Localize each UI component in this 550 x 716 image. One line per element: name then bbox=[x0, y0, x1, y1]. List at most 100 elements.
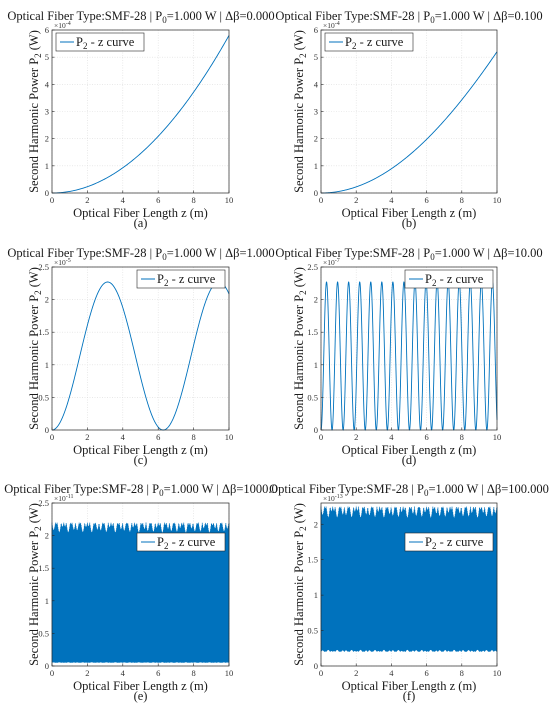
legend: P2 - z curve bbox=[404, 269, 494, 289]
x-tick-label: 10 bbox=[225, 195, 234, 205]
y-tick-label: 1.5 bbox=[38, 327, 49, 337]
y-axis-label: Second Harmonic Power P2 (W) bbox=[292, 503, 308, 666]
legend-label-subscript: 2 bbox=[164, 278, 169, 288]
legend-box bbox=[136, 269, 226, 289]
y-axis-multiplier: ×10-13 bbox=[323, 494, 343, 503]
chart-title: Optical Fiber Type:SMF-28 | P0=1.000 W |… bbox=[7, 246, 274, 262]
x-tick-label: 8 bbox=[460, 668, 464, 678]
x-axis-label-text: Optical Fiber Length z (m) bbox=[73, 443, 208, 457]
title-text-tail: =1.000 W | Δβ=10.00 bbox=[435, 246, 543, 260]
legend-box bbox=[55, 32, 145, 52]
chart-title: Optical Fiber Type:SMF-28 | P0=1.000 W |… bbox=[269, 482, 549, 498]
panel-caption: (b) bbox=[402, 216, 417, 230]
legend-label-tail: - z curve bbox=[436, 272, 483, 286]
y-tick-label: 5 bbox=[314, 52, 318, 62]
y-tick-label: 2.5 bbox=[38, 262, 49, 272]
x-tick-label: 0 bbox=[319, 195, 323, 205]
x-tick-label: 8 bbox=[460, 195, 464, 205]
multiplier-exponent: -13 bbox=[335, 494, 343, 500]
y-tick-label: 0 bbox=[45, 188, 49, 198]
y-tick-label: 2 bbox=[45, 134, 49, 144]
x-tick-label: 10 bbox=[225, 432, 234, 442]
legend-label: P2 - z curve bbox=[345, 35, 404, 51]
title-text: Optical Fiber Type:SMF-28 | P bbox=[4, 482, 159, 496]
legend: P2 - z curve bbox=[136, 269, 226, 289]
y-axis-multiplier: ×10-4 bbox=[323, 21, 340, 30]
y-axis-label: Second Harmonic Power P2 (W) bbox=[292, 30, 308, 193]
legend-label-p: P bbox=[76, 35, 83, 49]
x-tick-label: 8 bbox=[191, 668, 195, 678]
y-axis-label-text: Second Harmonic Power P bbox=[292, 295, 306, 430]
multiplier-base: ×10 bbox=[54, 494, 66, 503]
legend-label-p: P bbox=[345, 35, 352, 49]
y-tick-label: 0.5 bbox=[38, 628, 49, 638]
y-tick-label: 2 bbox=[314, 519, 318, 529]
y-tick-label: 1 bbox=[45, 360, 49, 370]
y-tick-label: 2 bbox=[314, 295, 318, 305]
x-axis-label: Optical Fiber Length z (m) bbox=[73, 679, 208, 693]
y-tick-label: 6 bbox=[314, 25, 318, 35]
panel-caption: (d) bbox=[402, 453, 417, 467]
x-tick-label: 2 bbox=[85, 668, 89, 678]
x-tick-label: 2 bbox=[85, 432, 89, 442]
y-axis-label-unit: (W) bbox=[292, 267, 306, 290]
legend-label-tail: - z curve bbox=[436, 535, 483, 549]
plot-area bbox=[52, 267, 229, 430]
legend-label-subscript: 2 bbox=[432, 541, 437, 551]
y-axis-label-subscript: 2 bbox=[298, 53, 308, 58]
multiplier-base: ×10 bbox=[54, 258, 66, 267]
y-tick-label: 3 bbox=[45, 107, 49, 117]
y-axis-label-subscript: 2 bbox=[33, 53, 43, 58]
x-tick-label: 6 bbox=[424, 668, 428, 678]
y-axis-label-unit: (W) bbox=[292, 30, 306, 53]
y-tick-label: 4 bbox=[314, 79, 319, 89]
multiplier-base: ×10 bbox=[323, 258, 335, 267]
title-text-tail: =1.000 W | Δβ=1000.0 bbox=[164, 482, 278, 496]
y-axis-label-subscript: 2 bbox=[298, 290, 308, 295]
chart-title: Optical Fiber Type:SMF-28 | P0=1.000 W |… bbox=[275, 246, 542, 262]
y-tick-label: 3 bbox=[314, 107, 318, 117]
chart-title: Optical Fiber Type:SMF-28 | P0=1.000 W |… bbox=[275, 9, 542, 25]
legend-label: P2 - z curve bbox=[425, 272, 484, 288]
y-tick-label: 2 bbox=[45, 295, 49, 305]
x-axis-label: Optical Fiber Length z (m) bbox=[342, 679, 477, 693]
y-tick-label: 0 bbox=[314, 425, 318, 435]
y-axis-multiplier: ×10-4 bbox=[54, 21, 71, 30]
chart-title: Optical Fiber Type:SMF-28 | P0=1.000 W |… bbox=[4, 482, 278, 498]
x-tick-label: 4 bbox=[389, 195, 394, 205]
title-subscript: 0 bbox=[162, 252, 167, 262]
x-axis-label: Optical Fiber Length z (m) bbox=[342, 443, 477, 457]
y-axis-label: Second Harmonic Power P2 (W) bbox=[27, 267, 43, 430]
legend-label-p: P bbox=[157, 272, 164, 286]
legend-label-subscript: 2 bbox=[83, 41, 88, 51]
x-tick-label: 8 bbox=[460, 432, 464, 442]
x-tick-label: 8 bbox=[191, 432, 195, 442]
y-tick-label: 5 bbox=[45, 52, 49, 62]
x-tick-label: 6 bbox=[424, 432, 428, 442]
y-axis-multiplier: ×10-5 bbox=[54, 258, 71, 267]
y-tick-label: 1 bbox=[314, 590, 318, 600]
legend-label-p: P bbox=[157, 535, 164, 549]
title-text-tail: =1.000 W | Δβ=1.000 bbox=[167, 246, 275, 260]
title-subscript: 0 bbox=[430, 15, 435, 25]
x-tick-label: 2 bbox=[354, 668, 358, 678]
x-axis-label-text: Optical Fiber Length z (m) bbox=[73, 679, 208, 693]
y-axis-label-unit: (W) bbox=[292, 503, 306, 526]
x-tick-label: 10 bbox=[225, 668, 234, 678]
x-axis-label: Optical Fiber Length z (m) bbox=[73, 206, 208, 220]
y-axis-label: Second Harmonic Power P2 (W) bbox=[292, 267, 308, 430]
multiplier-base: ×10 bbox=[54, 21, 66, 30]
legend: P2 - z curve bbox=[324, 32, 414, 52]
y-tick-label: 4 bbox=[45, 79, 50, 89]
x-tick-label: 10 bbox=[493, 432, 502, 442]
panel-caption: (e) bbox=[134, 689, 148, 703]
y-tick-label: 1 bbox=[314, 161, 318, 171]
x-tick-label: 0 bbox=[319, 668, 323, 678]
series-line-p2 bbox=[51, 281, 230, 431]
legend-label-subscript: 2 bbox=[164, 541, 169, 551]
x-tick-label: 6 bbox=[424, 195, 428, 205]
